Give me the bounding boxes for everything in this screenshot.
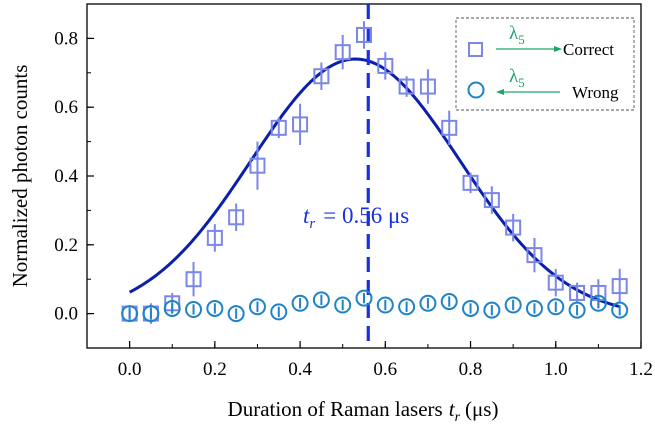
data-point-wrong bbox=[334, 296, 352, 314]
data-point-correct bbox=[398, 78, 415, 95]
legend-marker-square bbox=[468, 42, 483, 57]
y-tick-label: 0.0 bbox=[54, 304, 78, 325]
x-axis-title-var: t bbox=[449, 397, 456, 421]
series-wrong bbox=[121, 289, 629, 323]
x-axis-title: Duration of Raman lasers tr (μs) bbox=[228, 397, 499, 425]
vline-annotation: tr = 0.56 μs bbox=[303, 203, 409, 232]
data-point-wrong bbox=[568, 301, 586, 319]
data-point-correct bbox=[377, 57, 394, 74]
data-point-wrong bbox=[270, 303, 288, 321]
legend-arrowhead-right bbox=[554, 46, 562, 52]
data-point-wrong bbox=[227, 305, 245, 323]
data-point-wrong bbox=[547, 298, 565, 316]
legend-arrowhead-left bbox=[496, 89, 504, 95]
data-point-wrong bbox=[206, 299, 224, 317]
data-point-wrong bbox=[355, 289, 373, 307]
data-point-correct bbox=[270, 119, 287, 136]
x-axis-title-unit: (μs) bbox=[465, 397, 498, 421]
data-point-wrong bbox=[462, 299, 480, 317]
data-point-wrong bbox=[185, 300, 203, 318]
data-point-wrong bbox=[483, 301, 501, 319]
x-tick-label: 0.2 bbox=[203, 359, 227, 380]
data-point-correct bbox=[334, 44, 351, 61]
data-point-wrong bbox=[376, 296, 394, 314]
y-axis-title: Normalized photon counts bbox=[8, 65, 32, 288]
data-point-correct bbox=[569, 284, 586, 301]
data-point-correct bbox=[249, 157, 266, 174]
legend: λ5 Correct λ5 Wrong bbox=[455, 17, 635, 111]
data-point-correct bbox=[547, 274, 564, 291]
data-point-wrong bbox=[291, 294, 309, 312]
data-point-correct bbox=[505, 219, 522, 236]
data-point-wrong bbox=[121, 305, 139, 323]
x-tick-label: 0.6 bbox=[373, 359, 397, 380]
x-axis-title-text: Duration of Raman lasers bbox=[228, 397, 443, 421]
legend-item-correct: λ5 Correct bbox=[468, 23, 614, 59]
x-tick-label: 1.2 bbox=[629, 359, 653, 380]
data-point-correct bbox=[206, 229, 223, 246]
x-tick-label: 1.0 bbox=[544, 359, 568, 380]
data-point-wrong bbox=[248, 298, 266, 316]
x-axis-ticks: 0.0 0.2 0.4 0.6 0.8 1.0 1.2 bbox=[86, 341, 653, 380]
vline-annotation-var: t bbox=[303, 203, 310, 228]
legend-label-correct: Correct bbox=[563, 40, 614, 59]
x-tick-label: 0.4 bbox=[288, 359, 312, 380]
legend-lambda-symbol-2: λ bbox=[509, 66, 519, 87]
legend-box bbox=[455, 17, 635, 111]
data-point-wrong bbox=[611, 301, 629, 319]
data-point-wrong bbox=[504, 296, 522, 314]
legend-marker-circle bbox=[467, 81, 485, 99]
data-point-correct bbox=[313, 68, 330, 85]
data-point-wrong bbox=[525, 299, 543, 317]
legend-lambda-correct: λ5 bbox=[509, 23, 525, 47]
vline-annotation-text: = 0.56 μs bbox=[323, 203, 409, 228]
x-tick-label: 0.0 bbox=[118, 359, 142, 380]
data-point-wrong bbox=[419, 294, 437, 312]
data-point-wrong bbox=[589, 294, 607, 312]
data-point-correct bbox=[441, 119, 458, 136]
y-tick-label: 0.8 bbox=[54, 28, 78, 49]
y-tick-label: 0.4 bbox=[54, 166, 78, 187]
legend-item-wrong: λ5 Wrong bbox=[467, 66, 619, 102]
data-point-correct bbox=[356, 26, 372, 43]
data-point-correct bbox=[462, 174, 479, 191]
data-point-correct bbox=[483, 192, 500, 209]
legend-lambda-subscript-2: 5 bbox=[518, 75, 525, 90]
legend-label-wrong: Wrong bbox=[572, 83, 619, 102]
legend-lambda-subscript: 5 bbox=[518, 32, 525, 47]
legend-lambda-wrong: λ5 bbox=[509, 66, 525, 90]
data-point-correct bbox=[292, 116, 309, 133]
fit-curve bbox=[128, 57, 621, 308]
data-point-wrong bbox=[440, 293, 458, 311]
data-point-correct bbox=[419, 78, 436, 95]
fit-curve-group bbox=[128, 57, 621, 308]
y-axis-ticks: 0.0 0.2 0.4 0.6 0.8 bbox=[54, 3, 94, 349]
data-point-wrong bbox=[312, 291, 330, 309]
data-point-correct bbox=[611, 278, 628, 295]
data-point-wrong bbox=[398, 298, 416, 316]
data-point-correct bbox=[228, 209, 245, 226]
legend-lambda-symbol: λ bbox=[509, 23, 519, 44]
x-tick-label: 0.8 bbox=[459, 359, 483, 380]
data-point-correct bbox=[526, 247, 543, 264]
y-tick-label: 0.2 bbox=[54, 235, 78, 256]
data-point-correct bbox=[185, 271, 202, 288]
data-point-wrong bbox=[163, 299, 181, 317]
data-point-wrong bbox=[142, 305, 160, 323]
x-axis-title-sub: r bbox=[455, 410, 461, 425]
y-tick-label: 0.6 bbox=[54, 97, 78, 118]
vline-annotation-sub: r bbox=[309, 216, 315, 232]
